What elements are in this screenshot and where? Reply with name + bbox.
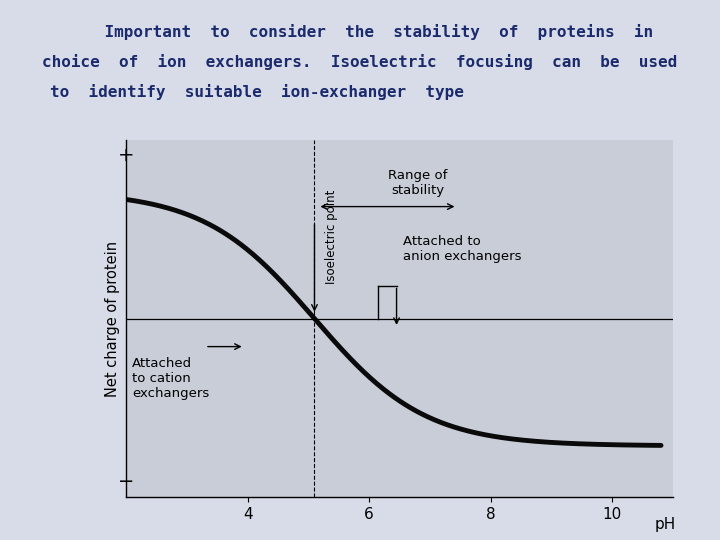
Text: −: − bbox=[118, 472, 134, 491]
Text: pH: pH bbox=[655, 517, 676, 532]
Text: Isoelectric point: Isoelectric point bbox=[325, 190, 338, 285]
Text: Important  to  consider  the  stability  of  proteins  in: Important to consider the stability of p… bbox=[66, 24, 654, 40]
Y-axis label: Net charge of protein: Net charge of protein bbox=[105, 240, 120, 397]
Text: Range of
stability: Range of stability bbox=[388, 170, 448, 198]
Text: choice  of  ion  exchangers.  Isoelectric  focusing  can  be  used: choice of ion exchangers. Isoelectric fo… bbox=[42, 54, 678, 70]
Text: Attached to
anion exchangers: Attached to anion exchangers bbox=[402, 234, 521, 262]
Text: to  identify  suitable  ion-exchanger  type: to identify suitable ion-exchanger type bbox=[50, 84, 464, 100]
Text: Attached
to cation
exchangers: Attached to cation exchangers bbox=[132, 357, 210, 400]
Text: +: + bbox=[118, 146, 134, 165]
